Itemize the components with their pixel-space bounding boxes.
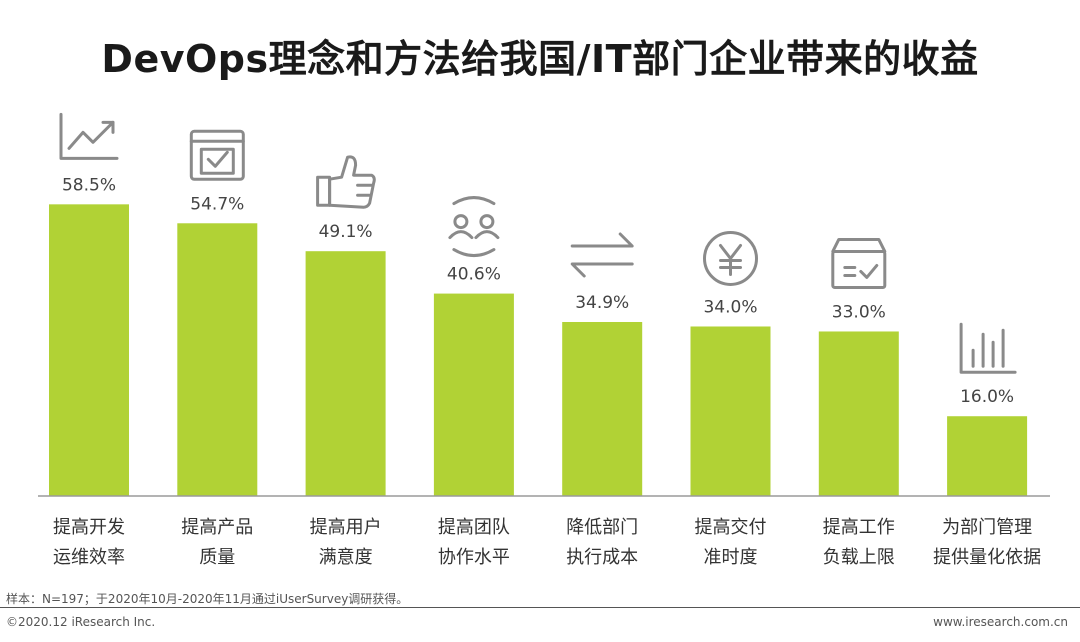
category-label-7-line-1: 提高工作 [823, 517, 895, 538]
chart-title: DevOps理念和方法给我国/IT部门企业带来的收益 [101, 37, 979, 81]
data-label-2: 54.7% [190, 194, 244, 214]
footer-divider [0, 607, 1080, 608]
bar-4 [433, 293, 514, 496]
category-label-7-line-2: 负载上限 [823, 547, 895, 568]
data-label-5: 34.9% [575, 293, 629, 313]
category-label-8-line-2: 提供量化依据 [933, 547, 1041, 568]
trend-chart-icon [59, 112, 119, 160]
team-sync-icon [448, 196, 500, 258]
bar-2 [177, 223, 258, 496]
bar-5 [562, 321, 643, 496]
checkbox-window-icon [189, 129, 245, 181]
sample-note: 样本：N=197；于2020年10月-2020年11月通过iUserSurvey… [6, 592, 409, 606]
category-label-1-line-2: 运维效率 [53, 547, 125, 568]
data-label-3: 49.1% [319, 222, 373, 242]
bar-8 [947, 416, 1028, 496]
website: www.iresearch.com.cn [933, 615, 1068, 629]
data-label-4: 40.6% [447, 265, 501, 285]
bar-6 [690, 326, 771, 496]
thumbs-up-icon [316, 155, 376, 209]
bar-1 [49, 204, 129, 497]
category-label-3-line-1: 提高用户 [310, 517, 382, 538]
category-label-5-line-2: 执行成本 [566, 547, 638, 568]
exchange-arrows-icon [570, 232, 634, 278]
category-label-6-line-1: 提高交付 [695, 517, 767, 538]
category-label-4-line-1: 提高团队 [438, 517, 510, 538]
category-label-3-line-2: 满意度 [319, 547, 373, 568]
data-label-7: 33.0% [832, 302, 886, 322]
data-label-1: 58.5% [62, 175, 116, 195]
bar-stats-icon [959, 322, 1017, 374]
copyright: ©2020.12 iResearch Inc. [6, 615, 156, 629]
yen-coin-icon [703, 230, 758, 286]
category-label-2-line-1: 提高产品 [181, 517, 253, 538]
category-label-1-line-1: 提高开发 [53, 517, 125, 538]
category-label-2-line-2: 质量 [199, 547, 235, 568]
delivery-box-icon [831, 237, 887, 289]
category-label-6-line-2: 准时度 [704, 547, 758, 568]
category-label-5-line-1: 降低部门 [566, 517, 638, 538]
category-label-4-line-2: 协作水平 [438, 547, 510, 568]
data-label-8: 16.0% [960, 387, 1014, 407]
bar-3 [305, 251, 386, 496]
bar-7 [818, 331, 899, 496]
category-label-8-line-1: 为部门管理 [942, 517, 1032, 538]
data-label-6: 34.0% [703, 297, 757, 317]
